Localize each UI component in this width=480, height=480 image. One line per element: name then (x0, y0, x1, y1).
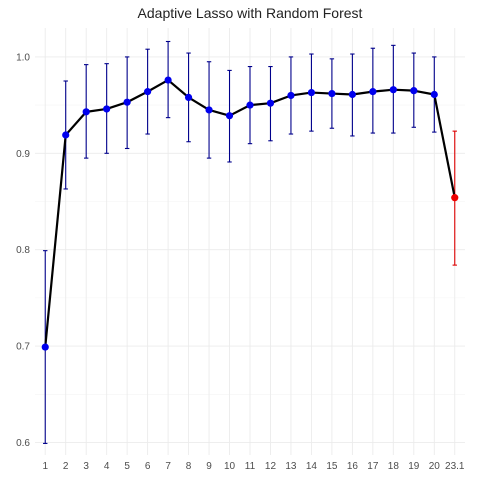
data-point (390, 86, 397, 93)
data-point (226, 112, 233, 119)
x-tick-label: 1 (42, 461, 48, 472)
x-tick-label: 2 (63, 461, 69, 472)
y-tick-label: 1.0 (16, 52, 30, 63)
data-point (451, 194, 458, 201)
data-point (83, 108, 90, 115)
x-tick-label: 7 (165, 461, 171, 472)
x-tick-label: 12 (265, 461, 277, 472)
data-point (103, 105, 110, 112)
data-point (246, 102, 253, 109)
data-point (42, 343, 49, 350)
x-tick-label: 5 (124, 461, 130, 472)
data-point (144, 88, 151, 95)
x-tick-label: 17 (367, 461, 379, 472)
x-tick-label: 8 (186, 461, 192, 472)
data-point (287, 92, 294, 99)
data-point (185, 94, 192, 101)
data-point (431, 91, 438, 98)
y-tick-label: 0.9 (16, 149, 30, 160)
data-point (205, 106, 212, 113)
data-point (410, 87, 417, 94)
x-tick-label: 20 (429, 461, 441, 472)
x-tick-label: 13 (285, 461, 297, 472)
data-point (267, 100, 274, 107)
data-point (308, 89, 315, 96)
data-point (124, 99, 131, 106)
x-tick-label: 9 (206, 461, 212, 472)
data-point (349, 91, 356, 98)
data-point (328, 90, 335, 97)
x-tick-label: 10 (224, 461, 236, 472)
x-tick-label: 18 (388, 461, 400, 472)
x-tick-label: 16 (347, 461, 359, 472)
chart-title: Adaptive Lasso with Random Forest (138, 5, 363, 21)
x-tick-label: 15 (326, 461, 338, 472)
x-tick-label: 14 (306, 461, 318, 472)
y-tick-label: 0.8 (16, 245, 30, 256)
x-tick-label: 6 (145, 461, 151, 472)
x-tick-label: 4 (104, 461, 110, 472)
data-point (164, 76, 171, 83)
x-tick-label: 11 (245, 461, 256, 472)
y-axis-tick-labels: 0.6 0.7 0.8 0.9 1.0 (16, 52, 30, 449)
data-point (62, 131, 69, 138)
y-tick-label: 0.6 (16, 438, 30, 449)
y-tick-label: 0.7 (16, 342, 30, 353)
data-point (369, 88, 376, 95)
x-tick-label: 19 (408, 461, 420, 472)
x-tick-label: 23.1 (445, 461, 465, 472)
x-tick-label: 3 (83, 461, 89, 472)
x-axis-tick-labels: 1 2 3 4 5 6 7 8 9 10 11 12 13 14 15 16 17 18 19 20 23.1 (42, 461, 464, 472)
